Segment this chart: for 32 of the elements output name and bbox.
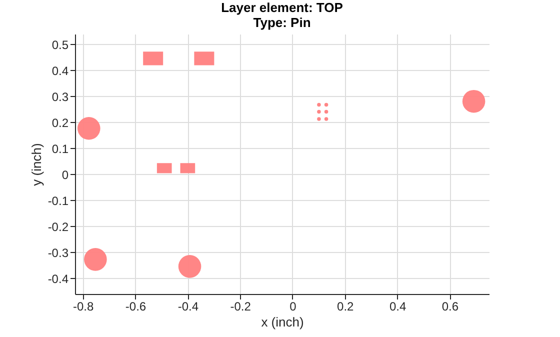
y-tick-label: 0 (62, 168, 69, 182)
x-tick-label: 0.6 (442, 300, 459, 314)
x-tick-label: -0.6 (125, 300, 146, 314)
x-axis-title: x (inch) (261, 314, 304, 330)
y-tick-label: 0.2 (52, 116, 69, 130)
point (324, 110, 328, 114)
point (462, 90, 486, 113)
point (77, 117, 100, 140)
y-tick-label: 0.5 (52, 38, 69, 52)
x-tick-label: 0.4 (389, 300, 406, 314)
text: Type: Pin (253, 15, 311, 30)
y-tick-label: -0.3 (48, 246, 69, 260)
point (84, 248, 107, 271)
x-tick-label: -0.4 (178, 300, 199, 314)
point (324, 117, 328, 121)
x-tick-label: -0.8 (73, 300, 94, 314)
point (317, 102, 321, 107)
y-tick-label: 0.3 (52, 90, 69, 104)
y-tick-label: 0.4 (52, 64, 69, 78)
x-tick-label: 0 (290, 300, 297, 314)
text: Layer element: TOP (221, 0, 343, 15)
y-axis-title: y (inch) (28, 143, 44, 186)
point (178, 255, 202, 278)
y-tick-label: -0.4 (48, 272, 69, 286)
y-tick-label: -0.1 (48, 194, 69, 208)
y-tick-label: -0.2 (48, 220, 69, 234)
y-tick-label: 0.1 (52, 142, 69, 156)
point (324, 102, 328, 107)
point (317, 117, 321, 121)
point (317, 110, 321, 114)
x-tick-label: 0.2 (337, 300, 354, 314)
x-tick-label: -0.2 (230, 300, 252, 314)
